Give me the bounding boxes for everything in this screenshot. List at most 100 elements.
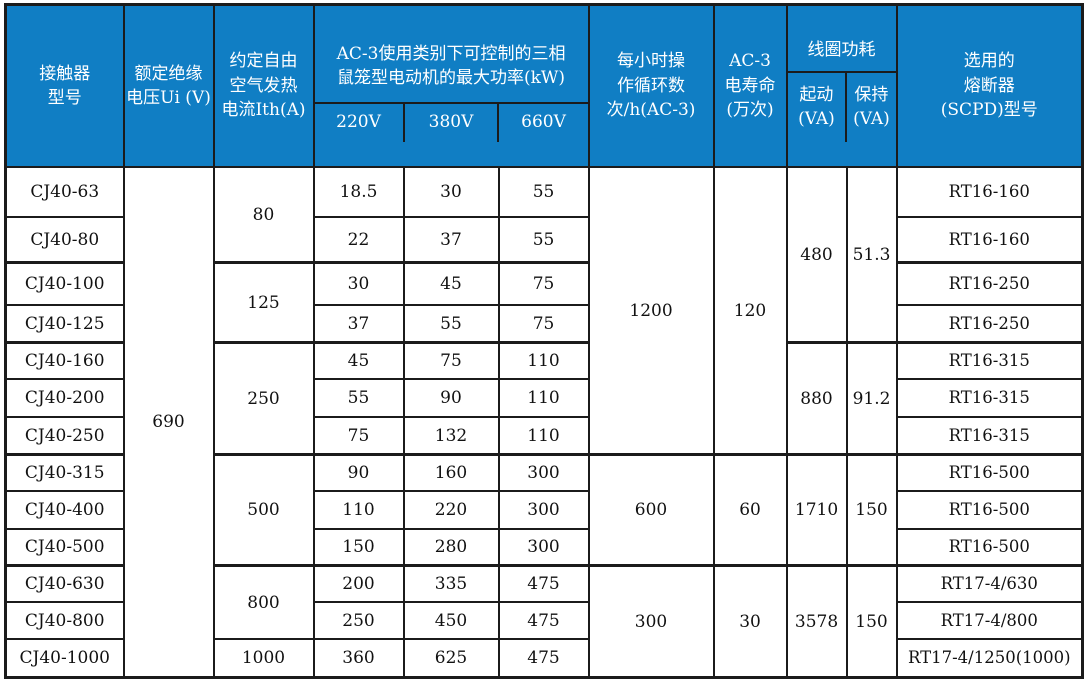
life-cell: 30 xyxy=(712,564,788,679)
power-220-cell: 250 xyxy=(312,601,405,641)
header-power-title: AC-3使用类别下可控制的三相 鼠笼型电动机的最大功率(kW) xyxy=(315,31,587,104)
table-row: CJ40-400 110 220 300 RT16-500 xyxy=(4,490,1084,531)
ui-cell: 690 xyxy=(122,166,215,679)
power-220-cell: 110 xyxy=(312,490,405,531)
power-220-cell: 30 xyxy=(312,261,405,307)
table-row: CJ40-80 22 37 55 RT16-160 xyxy=(4,216,1084,264)
model-cell: CJ40-160 xyxy=(4,341,125,381)
contactor-spec-table: 接触器 型号 额定绝缘 电压Ui (V) 约定自由 空气发热 电流Ith(A) … xyxy=(4,3,1085,680)
model-cell: CJ40-200 xyxy=(4,378,125,419)
power-220-cell: 90 xyxy=(312,453,405,493)
fuse-cell: RT17-4/1250(1000) xyxy=(895,638,1084,679)
fuse-cell: RT17-4/630 xyxy=(895,564,1084,604)
coil-hold-cell: 150 xyxy=(845,453,898,567)
header-220v: 220V xyxy=(336,112,381,133)
power-220-cell: 18.5 xyxy=(312,166,405,219)
fuse-cell: RT16-500 xyxy=(895,528,1084,567)
ith-cell: 125 xyxy=(212,261,315,344)
power-380-cell: 335 xyxy=(402,564,500,604)
fuse-cell: RT16-500 xyxy=(895,490,1084,531)
ith-cell: 800 xyxy=(212,564,315,641)
model-cell: CJ40-100 xyxy=(4,261,125,307)
power-660-cell: 75 xyxy=(497,304,590,344)
power-660-cell: 55 xyxy=(497,166,590,219)
model-cell: CJ40-500 xyxy=(4,528,125,567)
header-380v: 380V xyxy=(402,103,498,142)
power-380-cell: 55 xyxy=(402,304,500,344)
table-row: CJ40-200 55 90 110 RT16-315 xyxy=(4,378,1084,419)
coil-start-cell: 3578 xyxy=(785,564,848,679)
model-cell: CJ40-80 xyxy=(4,216,125,264)
power-380-cell: 90 xyxy=(402,378,500,419)
coil-start-cell: 1710 xyxy=(785,453,848,567)
power-380-cell: 450 xyxy=(402,601,500,641)
header-power-group: AC-3使用类别下可控制的三相 鼠笼型电动机的最大功率(kW) 220V 380… xyxy=(312,3,590,169)
table-row: CJ40-100 125 30 45 75 RT16-250 xyxy=(4,261,1084,344)
header-coil-hold: 保持 (VA) xyxy=(845,72,894,142)
table-header: 接触器 型号 额定绝缘 电压Ui (V) 约定自由 空气发热 电流Ith(A) … xyxy=(4,3,1084,169)
table-row: CJ40-500 150 280 300 RT16-500 xyxy=(4,528,1084,567)
power-660-cell: 110 xyxy=(497,416,590,456)
model-cell: CJ40-125 xyxy=(4,304,125,344)
power-380-cell: 132 xyxy=(402,416,500,456)
power-660-cell: 55 xyxy=(497,216,590,264)
power-220-cell: 360 xyxy=(312,638,405,679)
power-380-cell: 45 xyxy=(402,261,500,307)
ith-cell: 250 xyxy=(212,341,315,456)
power-220-cell: 200 xyxy=(312,564,405,604)
model-cell: CJ40-630 xyxy=(4,564,125,604)
fuse-cell: RT16-250 xyxy=(895,261,1084,307)
model-cell: CJ40-400 xyxy=(4,490,125,531)
coil-start-cell: 880 xyxy=(785,341,848,456)
life-cell: 60 xyxy=(712,453,788,567)
fuse-cell: RT16-160 xyxy=(895,166,1084,219)
ith-cell: 500 xyxy=(212,453,315,567)
cycles-cell: 600 xyxy=(587,453,715,567)
cycles-cell: 300 xyxy=(587,564,715,679)
table-row: CJ40-125 37 55 75 RT16-250 xyxy=(4,304,1084,344)
header-model: 接触器 型号 xyxy=(4,3,125,169)
header-coil-title: 线圈功耗 xyxy=(788,31,895,73)
life-cell: 120 xyxy=(712,166,788,456)
header-coil-group: 线圈功耗 起动 (VA) 保持 (VA) xyxy=(785,3,898,169)
power-660-cell: 300 xyxy=(497,490,590,531)
power-660-cell: 110 xyxy=(497,378,590,419)
coil-hold-cell: 51.3 xyxy=(845,166,898,344)
power-660-cell: 300 xyxy=(497,528,590,567)
fuse-cell: RT16-160 xyxy=(895,216,1084,264)
ith-cell: 1000 xyxy=(212,638,315,679)
power-380-cell: 37 xyxy=(402,216,500,264)
power-380-cell: 75 xyxy=(402,341,500,381)
fuse-cell: RT17-4/800 xyxy=(895,601,1084,641)
power-660-cell: 475 xyxy=(497,638,590,679)
power-380-cell: 280 xyxy=(402,528,500,567)
power-220-cell: 45 xyxy=(312,341,405,381)
model-cell: CJ40-800 xyxy=(4,601,125,641)
table-row: CJ40-315 500 90 160 300 600 60 1710 150 … xyxy=(4,453,1084,567)
power-380-cell: 160 xyxy=(402,453,500,493)
header-660v: 660V xyxy=(497,103,586,142)
fuse-cell: RT16-500 xyxy=(895,453,1084,493)
header-life: AC-3 电寿命 (万次) xyxy=(712,3,788,169)
power-220-cell: 75 xyxy=(312,416,405,456)
fuse-cell: RT16-250 xyxy=(895,304,1084,344)
header-coil-start: 起动 (VA) xyxy=(798,84,835,130)
table-row: CJ40-63 690 80 18.5 30 55 1200 120 480 5… xyxy=(4,166,1084,679)
ith-cell: 80 xyxy=(212,166,315,264)
header-fuse: 选用的 熔断器 (SCPD)型号 xyxy=(895,3,1084,169)
header-ui: 额定绝缘 电压Ui (V) xyxy=(122,3,215,169)
power-220-cell: 150 xyxy=(312,528,405,567)
model-cell: CJ40-250 xyxy=(4,416,125,456)
fuse-cell: RT16-315 xyxy=(895,341,1084,381)
power-660-cell: 300 xyxy=(497,453,590,493)
power-660-cell: 75 xyxy=(497,261,590,307)
power-380-cell: 220 xyxy=(402,490,500,531)
power-660-cell: 475 xyxy=(497,601,590,641)
table-row: CJ40-160 250 45 75 110 880 91.2 RT16-315 xyxy=(4,341,1084,456)
model-cell: CJ40-315 xyxy=(4,453,125,493)
table-body: CJ40-63 690 80 18.5 30 55 1200 120 480 5… xyxy=(4,166,1084,679)
power-380-cell: 625 xyxy=(402,638,500,679)
fuse-cell: RT16-315 xyxy=(895,416,1084,456)
power-220-cell: 55 xyxy=(312,378,405,419)
